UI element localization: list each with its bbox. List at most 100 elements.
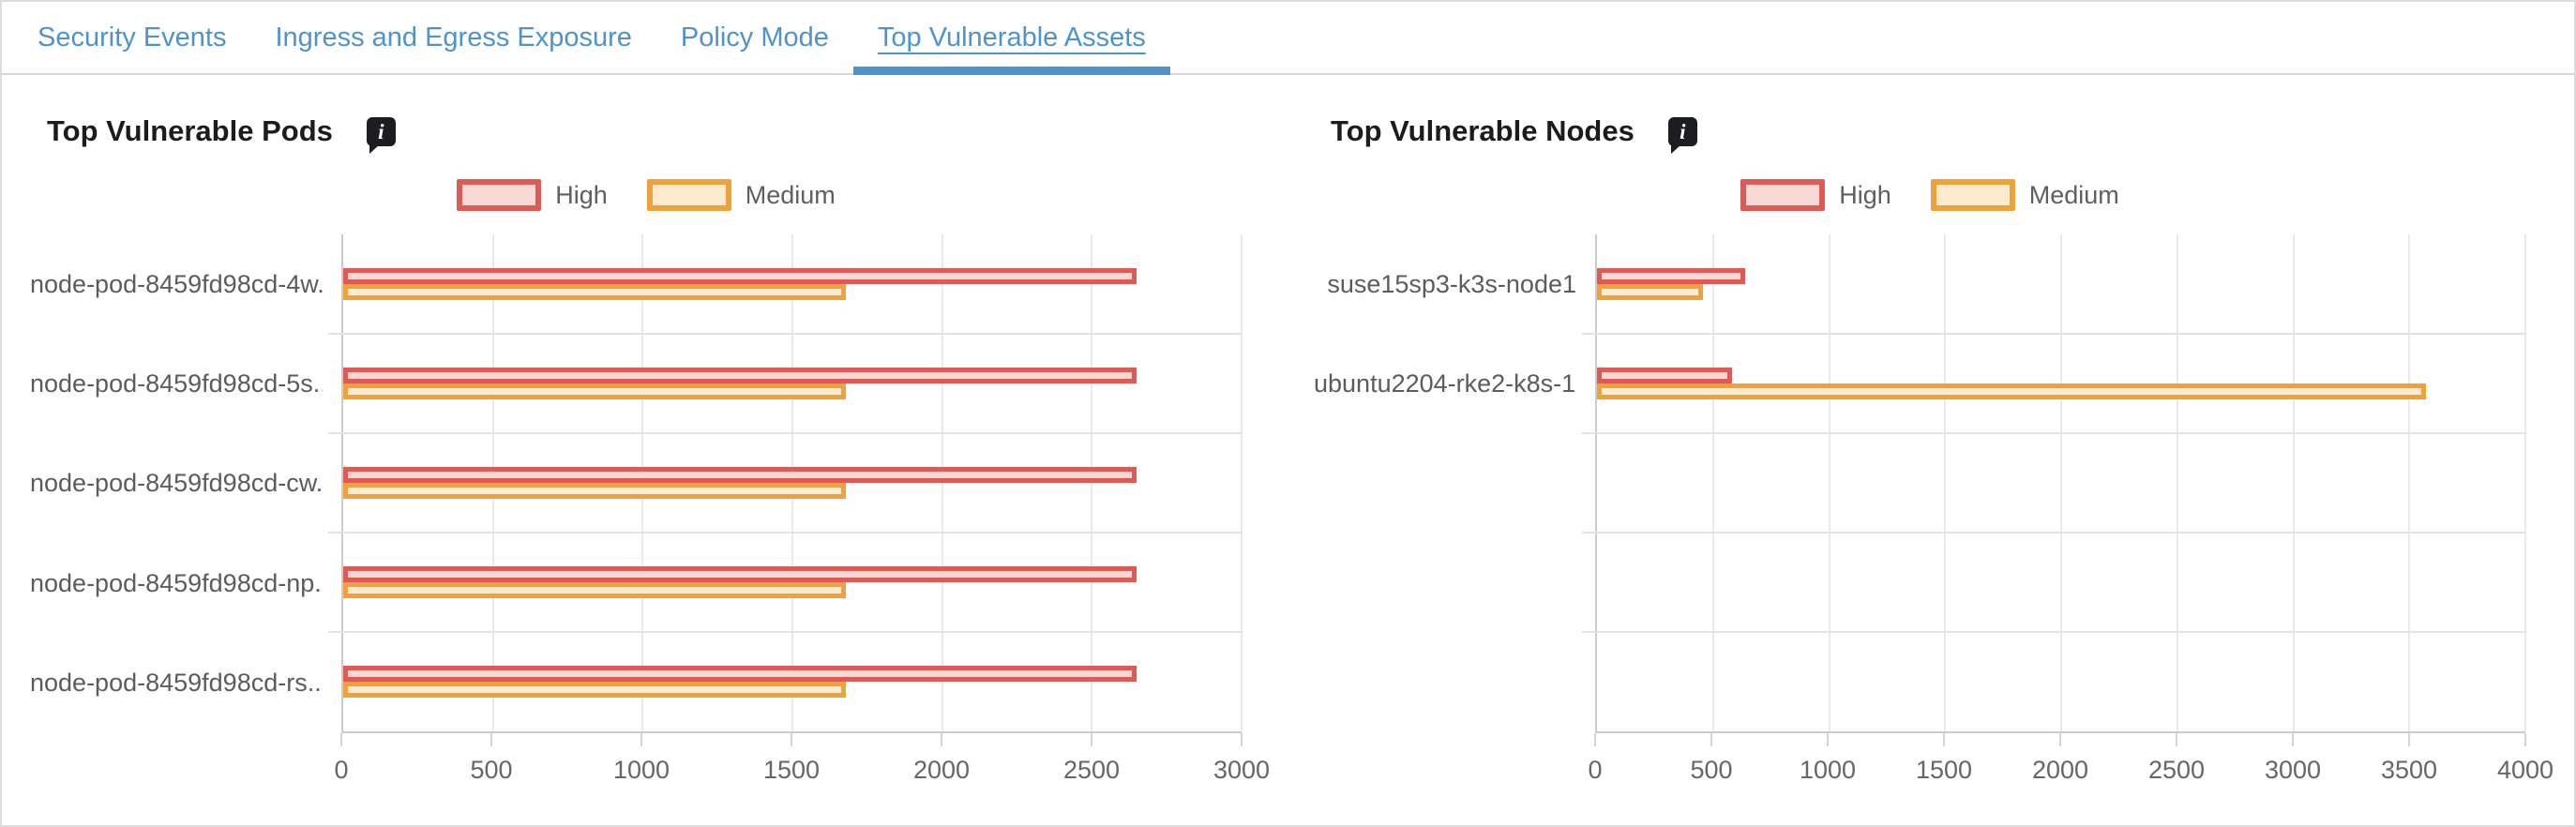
x-axis-tick-mark: [1594, 733, 1596, 746]
x-axis-tick-label: 3000: [2264, 756, 2322, 784]
y-axis-label: suse15sp3-k3s-node1: [1327, 269, 1576, 298]
y-axis-label: node-pod-8459fd98cd-rs...: [30, 669, 323, 698]
bar-high[interactable]: [343, 467, 1137, 483]
horizontal-gridline: [328, 631, 1242, 633]
y-axis-row: node-pod-8459fd98cd-5s...: [30, 334, 341, 433]
bar-medium[interactable]: [343, 582, 847, 598]
x-axis-tick-mark: [2408, 733, 2410, 746]
plot-grid: suse15sp3-k3s-node1 ubuntu2204-rke2-k8s-1…: [1314, 234, 2553, 789]
vertical-gridline: [1944, 234, 1947, 731]
vertical-gridline: [1711, 234, 1714, 731]
y-axis-labels: suse15sp3-k3s-node1 ubuntu2204-rke2-k8s-1…: [1314, 234, 1595, 789]
legend-swatch-high-icon: [1740, 179, 1826, 211]
legend-swatch-medium-icon: [1930, 179, 2015, 211]
x-axis-tick-label: 1500: [762, 756, 821, 784]
bar-high[interactable]: [343, 566, 1137, 582]
tab-label: Ingress and Egress Exposure: [275, 22, 632, 53]
plot-area: [328, 234, 1243, 733]
x-axis-tick-mark: [1943, 733, 1945, 746]
x-axis-tick-label: 500: [470, 756, 513, 784]
y-axis-label: node-pod-8459fd98cd-cw...: [30, 469, 323, 498]
x-axis-tick-mark: [1241, 733, 1243, 746]
horizontal-gridline: [1582, 631, 2525, 633]
x-axis: 0 500 1000 1500 2000 2500 3000 3500 4000: [1588, 733, 2553, 789]
charts-row: Top Vulnerable Pods i High Medium node-p…: [2, 75, 2574, 789]
y-axis-row: node-pod-8459fd98cd-cw...: [30, 434, 341, 534]
plot-column: 0 500 1000 1500 2000 2500 3000: [328, 234, 1270, 789]
bar-high[interactable]: [343, 268, 1137, 284]
vertical-gridline: [1091, 234, 1093, 731]
vertical-gridline: [2060, 234, 2062, 731]
info-icon[interactable]: i: [1667, 116, 1697, 154]
bar-high[interactable]: [343, 666, 1137, 682]
tab-bar: Security Events Ingress and Egress Expos…: [2, 2, 2574, 75]
chart-title: Top Vulnerable Pods: [47, 114, 333, 147]
x-axis-tick-mark: [490, 733, 492, 746]
x-axis-tick-label: 1500: [1915, 756, 1973, 784]
tab-label: Policy Mode: [680, 22, 829, 53]
legend-swatch-high-icon: [457, 179, 542, 211]
tab-security-events[interactable]: Security Events: [13, 2, 250, 73]
horizontal-gridline: [1582, 532, 2525, 534]
legend-item-medium[interactable]: Medium: [1930, 179, 2119, 211]
tab-top-vulnerable-assets[interactable]: Top Vulnerable Assets: [852, 2, 1170, 75]
chart-title: Top Vulnerable Nodes: [1331, 114, 1634, 147]
x-axis-tick-label: 2500: [1062, 756, 1121, 784]
x-axis-tick-mark: [1091, 733, 1092, 746]
vertical-gridline: [2176, 234, 2178, 731]
legend-item-medium[interactable]: Medium: [646, 179, 836, 211]
legend-item-high[interactable]: High: [457, 179, 608, 211]
vertical-gridline: [1828, 234, 1830, 731]
bar-high[interactable]: [343, 368, 1137, 383]
x-axis-tick-label: 1000: [1799, 756, 1857, 784]
x-axis-tick-mark: [340, 733, 342, 746]
vertical-gridline: [941, 234, 943, 731]
x-axis-tick-label: 500: [1690, 756, 1733, 784]
info-icon-glyph: i: [1680, 119, 1686, 143]
x-axis-tick-mark: [1827, 733, 1829, 746]
bar-medium[interactable]: [1597, 383, 2426, 399]
x-axis-tick-label: 3000: [1213, 756, 1271, 784]
horizontal-gridline: [328, 532, 1242, 534]
horizontal-gridline: [1582, 432, 2525, 434]
y-axis-labels: node-pod-8459fd98cd-4w... node-pod-8459fd…: [30, 234, 341, 789]
legend-label: Medium: [745, 180, 836, 209]
y-axis-row: node-pod-8459fd98cd-rs...: [30, 634, 341, 733]
info-icon[interactable]: i: [366, 116, 396, 154]
bar-high[interactable]: [1597, 268, 1746, 284]
legend-item-high[interactable]: High: [1740, 179, 1891, 211]
horizontal-gridline: [1582, 333, 2525, 335]
vertical-gridline: [2408, 234, 2411, 731]
horizontal-gridline: [328, 432, 1242, 434]
x-axis-tick-mark: [940, 733, 942, 746]
x-axis-tick-label: 1000: [612, 756, 670, 784]
x-axis-tick-mark: [2059, 733, 2061, 746]
chart-legend: High Medium: [30, 176, 1262, 214]
chart-legend: High Medium: [1314, 176, 2546, 214]
bar-medium[interactable]: [343, 682, 847, 698]
tab-policy-mode[interactable]: Policy Mode: [656, 2, 853, 73]
vertical-gridline: [2292, 234, 2295, 731]
x-axis-tick-label: 2000: [2031, 756, 2089, 784]
x-axis-tick-mark: [640, 733, 642, 746]
plot-column: 0 500 1000 1500 2000 2500 3000 3500 4000: [1582, 234, 2553, 789]
bar-medium[interactable]: [1597, 284, 1703, 300]
x-axis-tick-label: 2000: [912, 756, 971, 784]
x-axis-tick-mark: [791, 733, 792, 746]
x-axis-tick-mark: [2292, 733, 2294, 746]
legend-swatch-medium-icon: [646, 179, 731, 211]
tab-ingress-egress-exposure[interactable]: Ingress and Egress Exposure: [250, 2, 655, 73]
bar-medium[interactable]: [343, 284, 847, 300]
tab-label: Top Vulnerable Assets: [877, 22, 1146, 53]
legend-label: High: [555, 180, 608, 209]
bar-medium[interactable]: [343, 383, 847, 399]
horizontal-gridline: [328, 333, 1242, 335]
x-axis-tick-label: 0: [334, 756, 349, 784]
plot-area: [1582, 234, 2526, 733]
vertical-gridline: [1241, 234, 1243, 731]
x-axis-tick-label: 2500: [2147, 756, 2206, 784]
bar-high[interactable]: [1597, 368, 1732, 383]
y-axis-label: ubuntu2204-rke2-k8s-1....: [1314, 369, 1576, 398]
bar-medium[interactable]: [343, 483, 847, 499]
